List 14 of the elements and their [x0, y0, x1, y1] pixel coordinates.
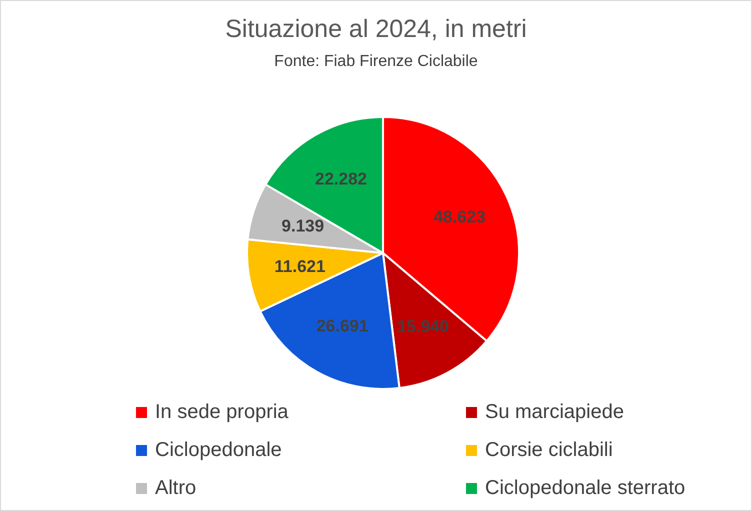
data-label: 9.139 [282, 216, 324, 236]
legend-label: Altro [154, 476, 198, 500]
data-label: 11.621 [274, 257, 326, 276]
data-label: 22.282 [315, 170, 368, 189]
data-label: 26.691 [316, 316, 368, 336]
data-label: 48.623 [434, 207, 486, 226]
chart-title: Situazione al 2024, in metri [224, 15, 528, 44]
legend-label: Su marciapiede [484, 400, 625, 424]
legend-label: In sede propria [154, 400, 290, 424]
data-label: 15.940 [396, 316, 449, 336]
legend-label: Ciclopedonale [154, 438, 283, 462]
legend-label: Corsie ciclabili [484, 438, 614, 462]
chart-subtitle: Fonte: Fiab Firenze Ciclabile [273, 53, 479, 71]
legend-label: Ciclopedonale sterrato [484, 476, 686, 500]
